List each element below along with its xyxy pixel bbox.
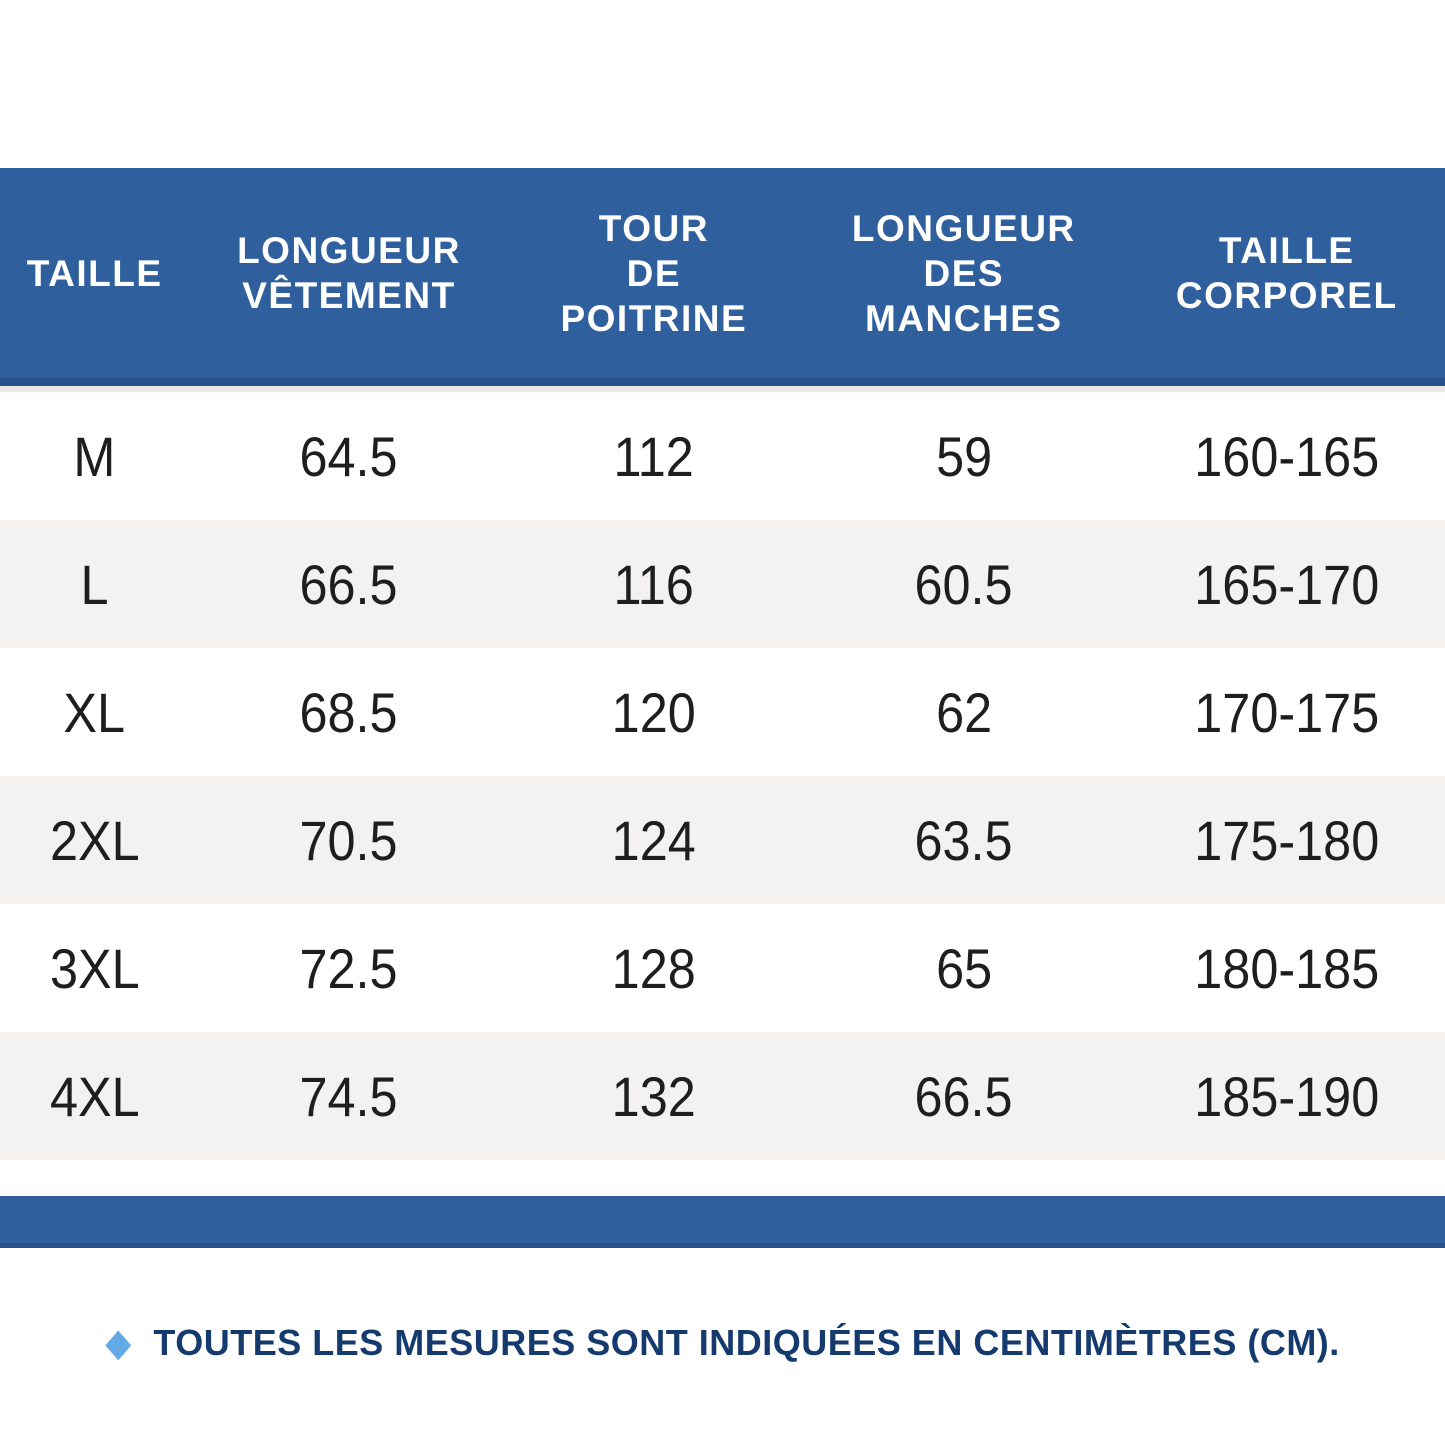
table-row-4xl: 4XL 74.5 132 66.5 185-190 xyxy=(0,1032,1445,1160)
table-row-xl: XL 68.5 120 62 170-175 xyxy=(0,648,1445,776)
chest-cell: 112 xyxy=(613,424,695,488)
sleeve-length-cell: 59 xyxy=(935,424,992,488)
body-height-cell: 165-170 xyxy=(1194,552,1380,616)
sleeve-length-cell: 65 xyxy=(935,936,992,1000)
table-row-m: M 64.5 112 59 160-165 xyxy=(0,392,1445,520)
header-line: MANCHES xyxy=(865,297,1063,339)
header-line: LONGUEUR xyxy=(851,207,1076,249)
chest-cell: 120 xyxy=(611,680,696,744)
sleeve-length-cell: 63.5 xyxy=(914,808,1013,872)
divider-bar xyxy=(0,1196,1445,1248)
header-line: TAILLE xyxy=(1218,230,1355,271)
sleeve-length-cell: 60.5 xyxy=(914,552,1013,616)
size-cell: M xyxy=(73,424,116,488)
header-cell-longueur-vetement: LONGUEUR VÊTEMENT xyxy=(189,228,508,318)
header-line: TOUR xyxy=(598,207,709,249)
size-cell: 2XL xyxy=(49,808,140,872)
table-row-l: L 66.5 116 60.5 165-170 xyxy=(0,520,1445,648)
garment-length-cell: 68.5 xyxy=(299,680,399,744)
header-line: DE xyxy=(626,252,682,294)
garment-length-cell: 72.5 xyxy=(299,936,399,1000)
size-cell: 3XL xyxy=(49,936,140,1000)
header-underline xyxy=(0,386,1445,392)
size-cell: XL xyxy=(63,680,126,744)
header-cell-taille-corporel: TAILLE CORPOREL xyxy=(1129,228,1445,318)
body-height-cell: 175-180 xyxy=(1194,808,1380,872)
table-row-2xl: 2XL 70.5 124 63.5 175-180 xyxy=(0,776,1445,904)
header-line: LONGUEUR xyxy=(237,230,461,271)
units-note-text: TOUTES LES MESURES SONT INDIQUÉES EN CEN… xyxy=(153,1322,1340,1363)
header-cell-longueur-des-manches: LONGUEUR DES MANCHES xyxy=(799,206,1128,341)
header-line: DES xyxy=(923,252,1005,294)
chest-cell: 132 xyxy=(611,1064,696,1128)
header-cell-tour-de-poitrine: TOUR DE POITRINE xyxy=(509,206,799,341)
chest-cell: 116 xyxy=(613,552,695,616)
units-note: ◆ TOUTES LES MESURES SONT INDIQUÉES EN C… xyxy=(0,1316,1445,1370)
chest-cell: 128 xyxy=(611,936,696,1000)
table-header: TAILLE LONGUEUR VÊTEMENT TOUR DE POITRIN… xyxy=(0,168,1445,386)
sleeve-length-cell: 62 xyxy=(935,680,992,744)
diamond-icon: ◆ xyxy=(105,1321,132,1365)
header-line: CORPOREL xyxy=(1175,275,1398,316)
garment-length-cell: 66.5 xyxy=(299,552,399,616)
body-height-cell: 170-175 xyxy=(1194,680,1380,744)
size-cell: L xyxy=(80,552,109,616)
header-line: POITRINE xyxy=(560,297,748,339)
garment-length-cell: 70.5 xyxy=(299,808,399,872)
table-body: M 64.5 112 59 160-165 L 66.5 116 60.5 16… xyxy=(0,392,1445,1160)
header-cell-taille: TAILLE xyxy=(0,251,189,296)
sleeve-length-cell: 66.5 xyxy=(914,1064,1013,1128)
garment-length-cell: 74.5 xyxy=(299,1064,399,1128)
table-row-3xl: 3XL 72.5 128 65 180-185 xyxy=(0,904,1445,1032)
header-line: VÊTEMENT xyxy=(242,275,456,316)
garment-length-cell: 64.5 xyxy=(299,424,399,488)
size-cell: 4XL xyxy=(49,1064,140,1128)
header-line: TAILLE xyxy=(26,252,163,294)
body-height-cell: 185-190 xyxy=(1194,1064,1380,1128)
body-height-cell: 160-165 xyxy=(1194,424,1380,488)
body-height-cell: 180-185 xyxy=(1194,936,1380,1000)
chest-cell: 124 xyxy=(611,808,696,872)
